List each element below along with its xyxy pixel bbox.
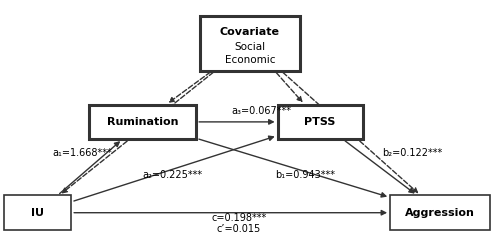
FancyBboxPatch shape: [200, 16, 300, 71]
Text: a₁=1.668***: a₁=1.668***: [52, 148, 112, 158]
Text: Rumination: Rumination: [107, 117, 178, 127]
Text: Covariate: Covariate: [220, 27, 280, 37]
Text: b₂=0.122***: b₂=0.122***: [382, 148, 443, 158]
FancyBboxPatch shape: [4, 196, 71, 230]
Text: Aggression: Aggression: [405, 208, 475, 218]
Text: c=0.198***
c’=0.015: c=0.198*** c’=0.015: [212, 213, 266, 234]
FancyBboxPatch shape: [390, 196, 490, 230]
Text: Social: Social: [234, 42, 266, 52]
Text: a₂=0.225***: a₂=0.225***: [142, 170, 203, 180]
Text: IU: IU: [31, 208, 44, 218]
FancyBboxPatch shape: [278, 105, 362, 139]
Text: b₁=0.943***: b₁=0.943***: [275, 170, 335, 180]
Text: Economic: Economic: [225, 55, 275, 65]
Text: PTSS: PTSS: [304, 117, 336, 127]
FancyBboxPatch shape: [89, 105, 196, 139]
Text: a₃=0.067***: a₃=0.067***: [231, 106, 291, 116]
